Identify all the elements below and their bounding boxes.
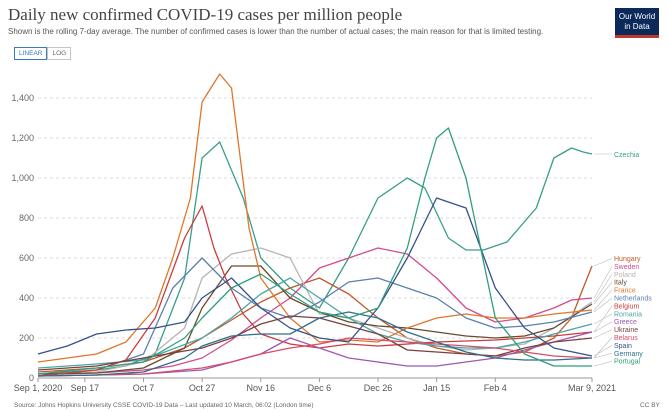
label-connector (593, 353, 613, 359)
x-tick-label: Sep 17 (71, 383, 100, 393)
label-connector (593, 360, 613, 367)
chart-subtitle: Shown is the rolling 7-day average. The … (8, 27, 544, 36)
y-tick-label: 800 (19, 213, 34, 223)
x-tick-label: Oct 7 (133, 383, 155, 393)
y-tick-label: 200 (19, 333, 34, 343)
series-line-hungary (37, 265, 593, 373)
x-tick-label: Mar 9, 2021 (568, 383, 616, 393)
y-axis: 0 200 400 600 800 1,000 1,200 1,400 (11, 93, 34, 383)
owid-logo[interactable]: Our World in Data (615, 8, 659, 38)
y-tick-label: 1,000 (11, 173, 34, 183)
x-tick-label: Dec 6 (308, 383, 332, 393)
series-line-belgium (37, 205, 593, 377)
series-labels: Czechia HungarySwedenPolandItalyFranceNet… (593, 152, 652, 367)
y-tick-label: 1,400 (11, 93, 34, 103)
series-label-belarus: Belarus (614, 335, 638, 342)
series-line-spain (37, 197, 593, 357)
logo-line-2: in Data (624, 22, 650, 31)
y-tick-label: 600 (19, 253, 34, 263)
x-tick-label: Dec 26 (364, 383, 393, 393)
series-line-ukraine (37, 315, 593, 371)
line-chart: 0 200 400 600 800 1,000 1,200 1,400 Sep 1, 2020… (11, 73, 652, 393)
series-line-sweden (37, 247, 593, 375)
linear-scale-button[interactable]: LINEAR (14, 47, 48, 60)
gridlines (38, 97, 592, 379)
label-connector (593, 337, 613, 359)
series-line-greece (37, 331, 593, 377)
y-tick-label: 1,200 (11, 133, 34, 143)
series-label-france: France (614, 288, 636, 295)
series-line-netherlands (37, 257, 593, 377)
x-axis: Sep 1, 2020 Sep 17 Oct 7 Oct 27 Nov 16 Dec 6 D… (14, 378, 616, 393)
log-scale-button[interactable]: LOG (47, 47, 72, 60)
series-label-ukraine: Ukraine (614, 327, 638, 334)
source-note: Source: Johns Hopkins University CSSE CO… (14, 402, 314, 409)
scale-toggle: LINEAR LOG (14, 47, 72, 60)
label-connector (593, 313, 613, 325)
label-connector (593, 345, 613, 357)
series-label-italy: Italy (614, 280, 627, 287)
series-label-portugal: Portugal (614, 359, 641, 366)
series-line-italy (37, 265, 593, 375)
series-label-poland: Poland (614, 272, 636, 279)
x-tick-label: Oct 27 (189, 383, 216, 393)
y-tick-label: 400 (19, 293, 34, 303)
x-tick-label: Jan 15 (423, 383, 450, 393)
series-label-germany: Germany (614, 351, 643, 358)
series-label-greece: Greece (614, 319, 637, 326)
series-line-portugal (37, 127, 592, 375)
series-lines (37, 73, 593, 377)
label-connector (593, 282, 613, 305)
x-tick-label: Sep 1, 2020 (14, 383, 63, 393)
series-label-hungary: Hungary (614, 256, 641, 263)
series-line-france (37, 73, 593, 363)
y-tick-label: 0 (29, 373, 34, 383)
series-line-poland (37, 247, 593, 377)
series-label-spain: Spain (614, 343, 632, 350)
chart-title: Daily new confirmed COVID-19 cases per m… (8, 5, 403, 24)
label-connector (593, 289, 613, 311)
license-link[interactable]: CC BY (640, 402, 660, 409)
label-connector (593, 321, 613, 333)
label-connector (593, 258, 613, 267)
logo-line-1: Our World (618, 12, 656, 21)
label-connector (593, 266, 613, 299)
series-label-netherlands: Netherlands (614, 296, 652, 303)
series-label-romania: Romania (614, 311, 642, 318)
series-line-czechia (37, 141, 593, 375)
series-label-czechia: Czechia (614, 152, 639, 159)
x-tick-label: Feb 4 (484, 383, 507, 393)
series-line-belarus (37, 337, 593, 377)
label-connector (593, 297, 613, 313)
label-connector (593, 274, 613, 303)
series-label-belgium: Belgium (614, 303, 639, 310)
label-connector (593, 329, 613, 339)
x-tick-label: Nov 16 (247, 383, 276, 393)
series-label-sweden: Sweden (614, 264, 639, 271)
